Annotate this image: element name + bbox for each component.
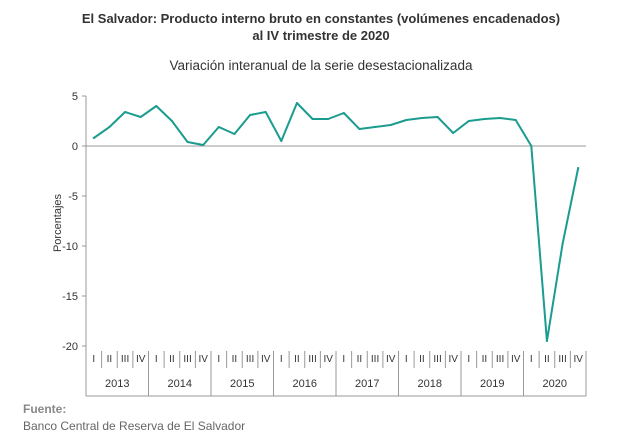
chart-subtitle: Variación interanual de la serie desesta… — [169, 58, 473, 73]
quarter-label: III — [121, 354, 129, 365]
quarter-label: I — [92, 354, 95, 365]
year-label: 2014 — [168, 378, 192, 390]
year-label: 2017 — [355, 378, 379, 390]
y-tick-label: 0 — [72, 141, 78, 153]
quarter-label: I — [530, 354, 533, 365]
data-point — [217, 126, 220, 128]
quarter-label: II — [294, 354, 300, 365]
quarter-label: I — [467, 354, 470, 365]
source-label: Fuente: — [23, 402, 67, 416]
quarter-label: IV — [573, 354, 583, 365]
quarter-label: I — [342, 354, 345, 365]
quarter-label: III — [433, 354, 441, 365]
data-point — [327, 118, 330, 120]
quarter-label: IV — [386, 354, 396, 365]
chart-title-line1: El Salvador: Producto interno bruto en c… — [81, 11, 561, 26]
data-point — [374, 126, 377, 128]
quarter-label: III — [496, 354, 504, 365]
data-point — [530, 145, 533, 147]
year-label: 2013 — [105, 378, 129, 390]
quarter-label: I — [405, 354, 408, 365]
data-point — [202, 144, 205, 146]
y-tick-label: 5 — [72, 91, 78, 103]
quarter-label: IV — [448, 354, 458, 365]
quarter-label: III — [308, 354, 316, 365]
year-label: 2016 — [293, 378, 317, 390]
data-point — [264, 111, 267, 113]
quarter-label: I — [217, 354, 220, 365]
data-point — [233, 133, 236, 135]
data-point — [405, 119, 408, 121]
quarter-label: IV — [261, 354, 271, 365]
year-label: 2015 — [230, 378, 254, 390]
quarter-label: II — [482, 354, 488, 365]
data-point — [514, 119, 517, 121]
data-point — [108, 126, 111, 128]
quarter-label: IV — [198, 354, 208, 365]
quarter-label: II — [544, 354, 550, 365]
quarter-label: II — [357, 354, 363, 365]
quarter-label: IV — [511, 354, 521, 365]
data-point — [577, 167, 580, 169]
data-point — [420, 117, 423, 119]
quarter-label: III — [246, 354, 254, 365]
data-point — [311, 118, 314, 120]
data-point — [499, 117, 502, 119]
year-label: 2020 — [543, 378, 567, 390]
data-point — [186, 141, 189, 143]
y-tick-label: -5 — [68, 191, 78, 203]
quarter-label: IV — [136, 354, 146, 365]
data-point — [436, 116, 439, 118]
data-point — [342, 112, 345, 114]
quarter-label: II — [232, 354, 238, 365]
data-point — [249, 114, 252, 116]
chart-title: El Salvador: Producto interno bruto en c… — [0, 10, 642, 44]
quarter-label: III — [558, 354, 566, 365]
quarter-label: I — [155, 354, 158, 365]
source-text: Banco Central de Reserva de El Salvador — [23, 419, 246, 433]
chart-title-line2: al IV trimestre de 2020 — [252, 28, 390, 43]
quarter-label: II — [107, 354, 113, 365]
quarter-label: III — [183, 354, 191, 365]
quarter-label: IV — [323, 354, 333, 365]
data-point — [467, 120, 470, 122]
y-tick-label: -10 — [62, 241, 78, 253]
data-point — [358, 128, 361, 130]
data-point — [124, 111, 127, 113]
data-point — [389, 124, 392, 126]
quarter-label: III — [371, 354, 379, 365]
data-point — [280, 140, 283, 142]
data-point — [483, 118, 486, 120]
data-point — [92, 137, 95, 139]
data-point — [295, 102, 298, 104]
y-axis-title: Porcentajes — [52, 193, 64, 252]
data-point — [561, 243, 564, 245]
y-tick-label: -20 — [62, 341, 78, 353]
data-point — [545, 340, 548, 342]
data-point — [139, 116, 142, 118]
year-label: 2019 — [480, 378, 504, 390]
data-point — [170, 120, 173, 122]
quarter-label: II — [169, 354, 175, 365]
series-line — [92, 102, 580, 342]
data-point — [452, 132, 455, 134]
y-tick-label: -15 — [62, 291, 78, 303]
data-point — [155, 105, 158, 107]
quarter-label: II — [419, 354, 425, 365]
quarter-label: I — [280, 354, 283, 365]
year-label: 2018 — [418, 378, 442, 390]
